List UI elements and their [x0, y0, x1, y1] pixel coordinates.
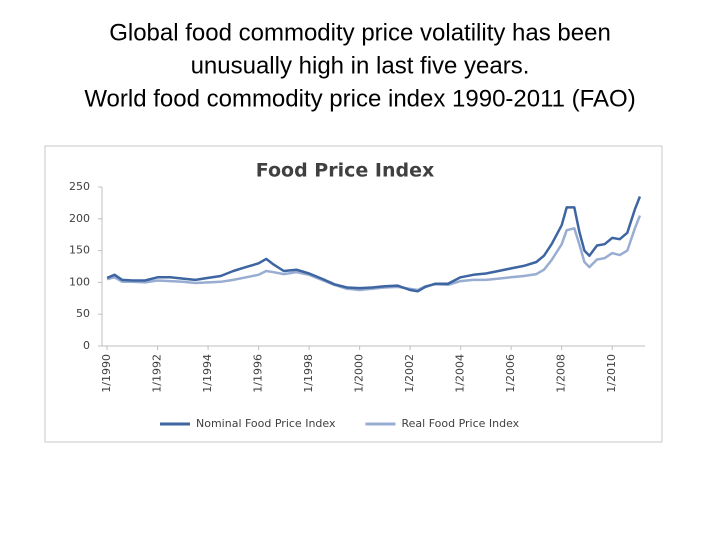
y-tick-label: 0	[83, 339, 90, 352]
y-tick-label: 50	[76, 307, 90, 320]
x-tick-label: 1/1994	[201, 354, 214, 393]
legend-label: Nominal Food Price Index	[196, 417, 336, 430]
x-tick-label: 1/2000	[353, 354, 366, 393]
slide-title: World food commodity price index 1990-20…	[84, 85, 635, 112]
y-tick-label: 150	[69, 244, 90, 257]
x-tick-label: 1/2006	[504, 354, 517, 393]
legend-label: Real Food Price Index	[401, 417, 519, 430]
y-tick-label: 200	[69, 212, 90, 225]
y-tick-label: 100	[69, 275, 90, 288]
slide-title: Global food commodity price volatility h…	[109, 19, 611, 46]
x-tick-label: 1/1990	[100, 354, 113, 393]
x-tick-label: 1/2010	[605, 354, 618, 393]
y-tick-label: 250	[69, 180, 90, 193]
chart-title: Food Price Index	[256, 160, 434, 182]
x-tick-label: 1/2004	[454, 354, 467, 393]
chart-frame	[44, 145, 663, 443]
slide-title: unusually high in last five years.	[191, 52, 530, 79]
x-tick-label: 1/1998	[302, 354, 315, 393]
x-tick-label: 1/2008	[555, 354, 568, 393]
x-tick-label: 1/1992	[151, 354, 164, 393]
series-line	[106, 196, 642, 293]
x-tick-label: 1/2002	[403, 354, 416, 393]
x-tick-label: 1/1996	[252, 354, 265, 393]
